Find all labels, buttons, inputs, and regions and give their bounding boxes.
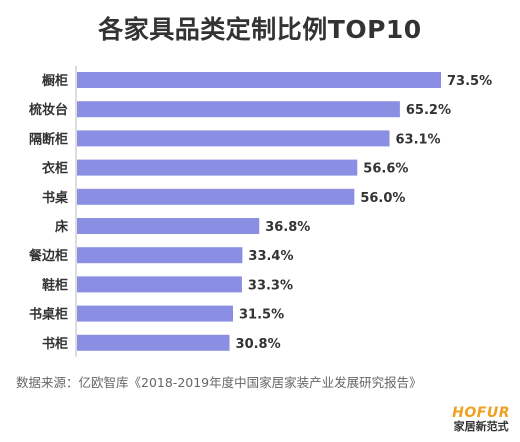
bar <box>77 159 358 176</box>
bar <box>77 305 233 322</box>
value-label: 33.4% <box>248 249 293 264</box>
value-label: 73.5% <box>447 74 492 89</box>
chart-title: 各家具品类定制比例TOP10 <box>98 15 422 44</box>
category-label: 餐边柜 <box>28 248 68 264</box>
bar <box>77 101 400 118</box>
value-label: 31.5% <box>239 308 284 323</box>
category-label: 书柜 <box>42 336 68 352</box>
value-label: 30.8% <box>236 337 281 352</box>
category-label: 书桌 <box>42 190 69 206</box>
value-label: 65.2% <box>406 103 451 118</box>
bar <box>77 276 242 293</box>
brand-logo: HOFUR 家居新范式 <box>452 406 510 434</box>
value-label: 56.0% <box>360 191 405 206</box>
category-label: 鞋柜 <box>42 277 68 293</box>
bar <box>77 72 441 88</box>
bar <box>77 334 230 351</box>
bar <box>77 218 260 234</box>
category-label: 隔断柜 <box>29 131 68 147</box>
source-note: 数据来源：亿欧智库《2018-2019年度中国家居家装产业发展研究报告》 <box>16 375 422 390</box>
category-label: 梳妆台 <box>29 102 68 118</box>
bar <box>77 188 355 205</box>
category-label: 衣柜 <box>42 161 68 177</box>
value-label: 36.8% <box>265 220 310 235</box>
value-label: 56.6% <box>363 162 408 177</box>
category-label: 床 <box>55 219 69 235</box>
bar <box>77 130 390 147</box>
category-label: 书桌柜 <box>29 307 68 323</box>
bar <box>77 247 243 264</box>
logo-subtitle: 家居新范式 <box>453 420 509 433</box>
value-label: 63.1% <box>395 132 440 147</box>
logo-brand: HOFUR <box>452 405 510 421</box>
category-label: 橱柜 <box>42 73 68 89</box>
value-label: 33.3% <box>248 278 293 293</box>
